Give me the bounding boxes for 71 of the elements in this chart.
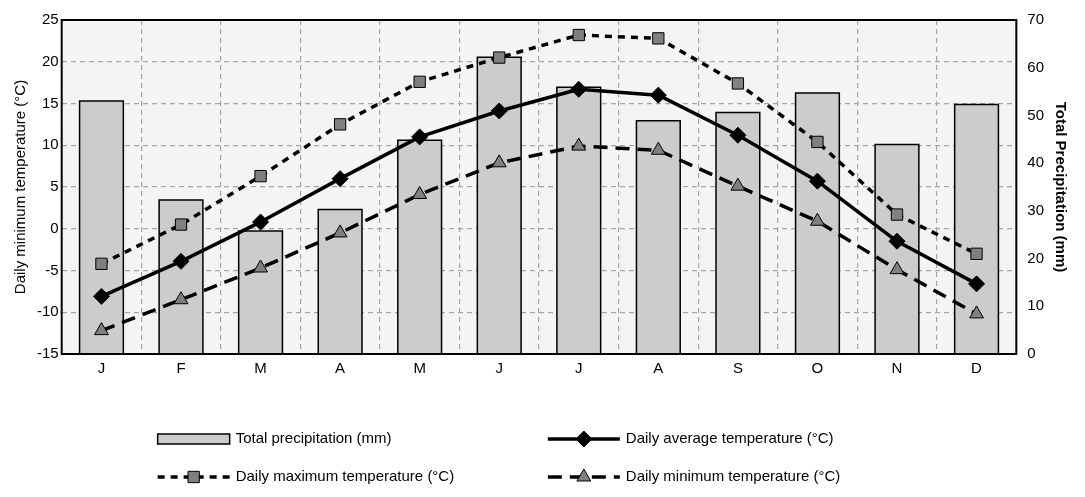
y2-tick-label: 60 xyxy=(1027,57,1044,75)
point xyxy=(491,154,507,168)
legend-label: Daily minimum temperature (°C) xyxy=(625,467,841,485)
x-tick-label: A xyxy=(653,359,664,377)
point xyxy=(174,218,188,231)
y2-tick-label: 40 xyxy=(1027,153,1044,171)
point xyxy=(808,172,826,190)
x-tick-label: F xyxy=(176,359,186,377)
legend-label: Total precipitation (mm) xyxy=(235,429,392,447)
y2-axis-title: Total Precipitation (mm) xyxy=(1052,101,1070,273)
point xyxy=(811,135,824,149)
point xyxy=(652,32,665,45)
point xyxy=(331,170,349,188)
point xyxy=(95,257,108,270)
x-tick-label: A xyxy=(335,359,346,377)
point xyxy=(889,261,905,275)
y-tick-label: 20 xyxy=(41,51,59,69)
point xyxy=(92,287,110,305)
legend-label: Daily average temperature (°C) xyxy=(625,429,834,447)
point xyxy=(571,137,587,151)
point xyxy=(332,224,348,238)
y-tick-label: -10 xyxy=(36,302,59,320)
point xyxy=(729,126,747,144)
point xyxy=(810,212,825,226)
point xyxy=(968,275,986,293)
point xyxy=(490,102,508,120)
y2-tick-label: 50 xyxy=(1027,105,1044,123)
point xyxy=(412,186,428,200)
point xyxy=(572,28,585,42)
y-tick-label: 25 xyxy=(41,10,59,28)
point xyxy=(731,77,745,90)
point xyxy=(252,213,270,231)
x-tick-label: S xyxy=(732,359,743,377)
point xyxy=(94,322,109,336)
point xyxy=(970,247,983,260)
point xyxy=(173,291,189,305)
point xyxy=(253,259,268,273)
point xyxy=(493,51,506,64)
point xyxy=(650,141,666,155)
y-tick-label: 5 xyxy=(50,177,59,195)
point xyxy=(254,169,267,183)
y-tick-label: 10 xyxy=(41,135,59,153)
point xyxy=(570,80,588,98)
y2-tick-label: 70 xyxy=(1027,10,1044,28)
point xyxy=(890,208,904,221)
y-axis-title: Daily minimum temperature (°C) xyxy=(11,79,29,295)
x-tick-label: O xyxy=(811,359,824,377)
x-tick-label: M xyxy=(254,359,267,377)
point xyxy=(969,305,984,319)
y2-tick-label: 30 xyxy=(1027,201,1044,218)
point xyxy=(172,252,190,270)
y-tick-label: -5 xyxy=(45,260,59,278)
point xyxy=(413,75,426,88)
y2-tick-label: 20 xyxy=(1027,248,1044,266)
x-tick-label: N xyxy=(891,359,903,377)
y-tick-label: 15 xyxy=(41,93,59,111)
legend-label: Daily maximum temperature (°C) xyxy=(235,467,455,485)
x-tick-label: J xyxy=(575,359,583,377)
x-tick-label: J xyxy=(495,359,503,377)
y2-tick-label: 0 xyxy=(1027,344,1036,362)
point xyxy=(649,86,667,104)
point xyxy=(888,232,906,250)
point xyxy=(730,177,746,191)
y2-tick-label: 10 xyxy=(1027,296,1044,314)
y-tick-label: 0 xyxy=(50,218,59,236)
x-tick-label: D xyxy=(971,359,983,377)
point xyxy=(411,128,429,146)
x-tick-label: M xyxy=(413,359,426,377)
x-tick-label: J xyxy=(97,359,106,377)
y-tick-label: -15 xyxy=(36,344,59,362)
point xyxy=(333,118,347,131)
